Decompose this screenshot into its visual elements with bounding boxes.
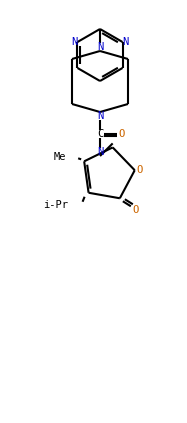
Text: N: N bbox=[97, 147, 103, 157]
Text: Me: Me bbox=[54, 152, 66, 162]
Text: C: C bbox=[97, 129, 103, 139]
Text: i-Pr: i-Pr bbox=[44, 200, 69, 210]
Text: O: O bbox=[119, 129, 125, 139]
Text: N: N bbox=[97, 111, 103, 121]
Text: O: O bbox=[137, 165, 143, 175]
Text: N: N bbox=[97, 42, 103, 52]
Text: O: O bbox=[133, 205, 139, 215]
Text: N: N bbox=[122, 37, 129, 47]
Text: N: N bbox=[71, 37, 78, 47]
